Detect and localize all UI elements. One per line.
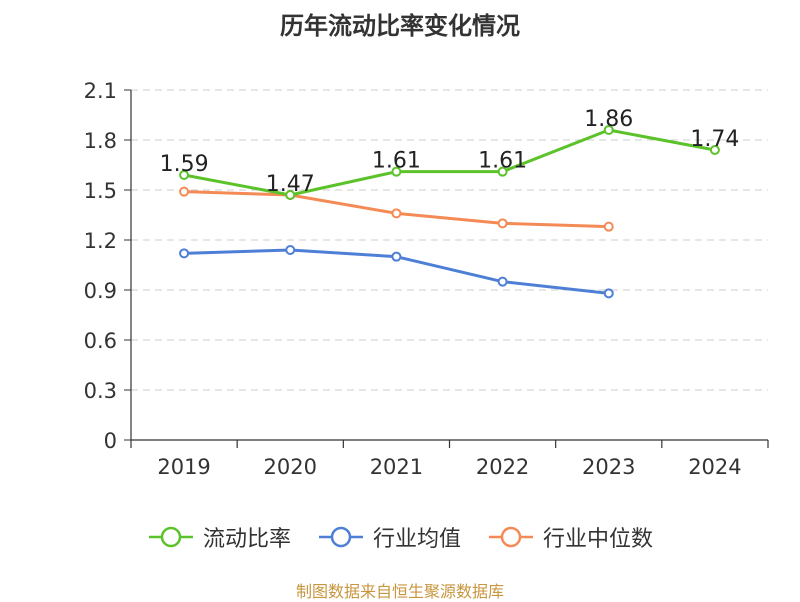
legend-label: 流动比率 bbox=[202, 527, 291, 552]
data-point bbox=[603, 288, 614, 299]
data-point bbox=[285, 245, 296, 255]
data-point bbox=[709, 145, 720, 155]
source-note: 制图数据来自恒生聚源数据库 bbox=[295, 582, 504, 601]
y-tick-label: 1.5 bbox=[84, 179, 117, 203]
y-tick-label: 1.2 bbox=[84, 229, 117, 253]
data-label: 1.74 bbox=[690, 127, 739, 152]
x-tick-label: 2022 bbox=[476, 455, 529, 479]
data-label: 1.59 bbox=[160, 152, 209, 177]
legend-swatch bbox=[318, 526, 363, 548]
data-point bbox=[179, 170, 190, 180]
data-point bbox=[179, 248, 190, 259]
data-label: 1.61 bbox=[478, 149, 527, 174]
data-point bbox=[603, 221, 614, 232]
series-lines bbox=[179, 125, 720, 299]
data-point bbox=[391, 166, 402, 177]
x-tick-label: 2023 bbox=[582, 455, 635, 479]
y-tick-label: 1.8 bbox=[84, 129, 117, 153]
axes: 0 0.3 0.6 0.9 1.2 1.5 1.8 2.1 2019 2020 2021 2022 20… bbox=[84, 79, 769, 479]
y-tick-label: 0.3 bbox=[84, 379, 117, 403]
chart-title: 历年流动比率变化情况 bbox=[280, 12, 520, 40]
series-line bbox=[183, 128, 716, 197]
legend-item[interactable]: 行业均值 bbox=[317, 521, 461, 553]
data-point bbox=[497, 218, 508, 229]
data-point bbox=[179, 186, 190, 197]
data-label: 1.47 bbox=[266, 172, 315, 197]
data-point bbox=[285, 190, 296, 200]
legend-swatch bbox=[148, 526, 193, 548]
data-point bbox=[603, 125, 614, 135]
legend-item[interactable]: 行业中位数 bbox=[487, 521, 653, 553]
data-labels: 1.59 1.47 1.61 1.61 1.86 1.74 bbox=[160, 107, 740, 197]
legend-item[interactable]: 流动比率 bbox=[147, 521, 291, 553]
legend-label: 行业均值 bbox=[372, 527, 461, 552]
y-tick-label: 2.1 bbox=[84, 79, 117, 103]
legend: 流动比率 行业均值 行业中位数 bbox=[0, 520, 800, 554]
data-label: 1.86 bbox=[584, 107, 633, 132]
legend-label: 行业中位数 bbox=[543, 527, 654, 552]
y-tick-label: 0.6 bbox=[84, 329, 117, 353]
data-point bbox=[391, 251, 402, 262]
data-point bbox=[497, 166, 508, 177]
data-point bbox=[497, 276, 508, 287]
data-point bbox=[391, 208, 402, 219]
grid-lines bbox=[131, 89, 768, 391]
y-tick-label: 0.9 bbox=[84, 279, 117, 303]
data-label: 1.61 bbox=[372, 149, 421, 174]
x-tick-label: 2024 bbox=[688, 455, 741, 479]
legend-swatch bbox=[489, 526, 533, 548]
x-tick-label: 2021 bbox=[370, 455, 423, 479]
x-tick-label: 2019 bbox=[157, 455, 210, 479]
y-tick-label: 0 bbox=[104, 429, 117, 453]
x-tick-label: 2020 bbox=[264, 455, 317, 479]
